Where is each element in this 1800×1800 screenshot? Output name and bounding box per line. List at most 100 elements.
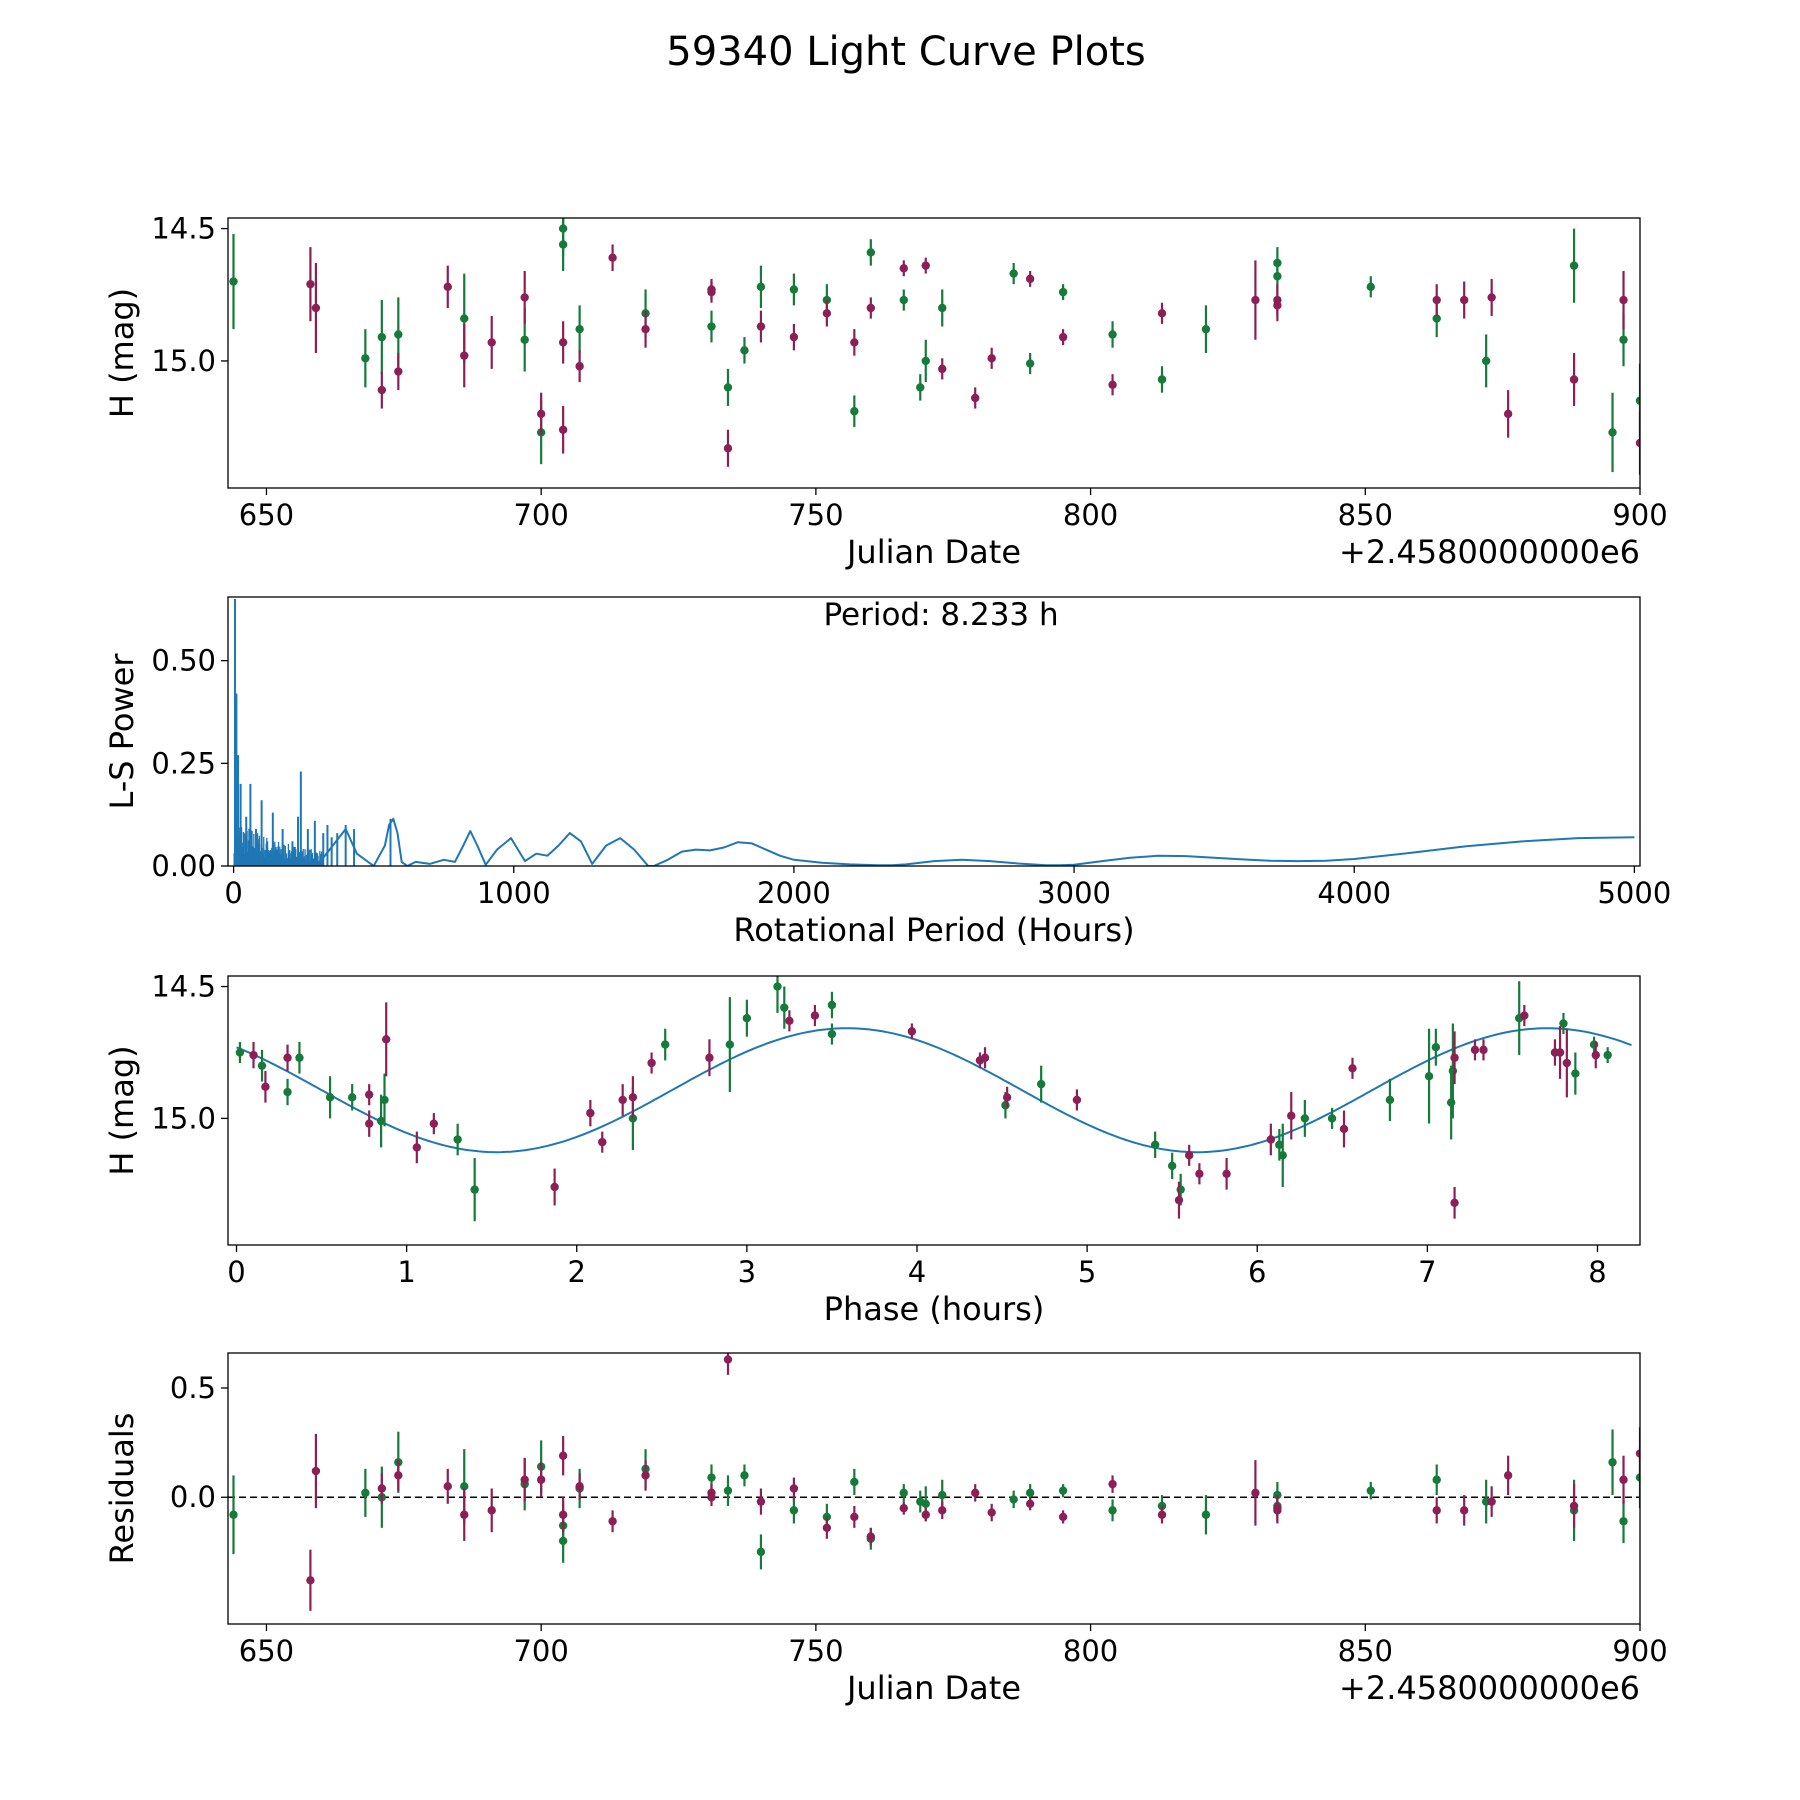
data-point [229,1475,238,1555]
series-green [235,976,1612,1222]
data-point [380,1073,389,1127]
data-point [365,1110,374,1137]
marker [987,354,996,363]
data-point [1591,1041,1600,1069]
marker [1555,1048,1565,1057]
data-point [1287,1092,1296,1140]
data-point [536,1462,546,1498]
data-point [1569,353,1579,406]
marker [789,332,799,342]
data-point [866,297,876,319]
x-axis-label: Julian Date [845,533,1021,571]
residuals-panel: 650 700 750 800 850 900 0.5 0.0 Julian Date Resid… [103,1352,1668,1707]
y-axis-label: Residuals [103,1413,141,1565]
marker [380,1095,389,1105]
marker [1184,1151,1194,1160]
marker [487,338,496,347]
marker [850,1512,859,1522]
data-point [1562,1028,1572,1098]
data-point [311,263,321,353]
y-tick-label: 0.50 [151,644,216,678]
marker [907,1027,917,1036]
data-point [377,1473,387,1504]
data-point [785,1010,794,1032]
data-point [1555,1026,1565,1079]
y-tick-label: 0.0 [170,1480,216,1514]
data-point [827,1023,837,1045]
marker [1222,1169,1231,1178]
data-point [1195,1163,1204,1185]
marker [1635,1449,1640,1458]
data-point [1635,411,1640,475]
marker [1619,335,1628,344]
x-tick-label: 4000 [1317,876,1391,910]
series-green [229,1429,1640,1570]
series-magenta [249,1002,1600,1219]
data-point [742,999,752,1037]
period-annotation: Period: 8.233 h [823,597,1058,633]
data-point [707,310,716,343]
marker [921,356,930,366]
data-point [938,289,947,327]
data-point [558,321,568,364]
marker [1058,1486,1068,1495]
data-point [1487,278,1496,316]
marker [707,322,716,331]
data-point [229,233,238,330]
data-point [907,1023,917,1040]
data-point [916,374,925,401]
data-point [1072,1089,1082,1111]
data-point [866,239,876,266]
data-point [866,1527,876,1546]
data-point [987,347,996,369]
marker [723,1355,733,1364]
marker [1432,295,1441,305]
x-tick-label: 0 [224,876,242,910]
marker [1571,1069,1580,1078]
marker [1432,314,1441,323]
marker [235,1048,245,1057]
marker [1481,356,1491,366]
x-tick-label: 5 [1078,1255,1096,1289]
data-point [377,300,387,375]
data-point [661,1028,670,1061]
data-point [822,1516,832,1539]
data-point [921,1508,930,1522]
marker [850,1477,859,1487]
data-point [460,323,469,388]
marker [1025,1488,1035,1498]
marker [429,1119,439,1128]
marker [1459,295,1469,305]
data-point [938,358,947,380]
marker [453,1135,462,1144]
marker [325,1093,335,1102]
data-point [1432,1497,1441,1524]
x-tick-label: 850 [1338,498,1393,532]
x-offset-label: +2.4580000000e6 [1339,533,1640,571]
marker [756,282,766,292]
data-point [365,1084,374,1106]
x-tick-label: 1000 [477,876,551,910]
marker [520,293,529,302]
data-point [1266,1123,1276,1156]
data-point [827,991,837,1019]
y-axis-label: H (mag) [103,1045,141,1175]
data-point [1569,228,1579,303]
marker [789,285,799,294]
marker [394,330,403,339]
x-tick-label: 5000 [1597,876,1671,910]
marker [283,1087,292,1097]
data-point [1635,363,1640,438]
marker [1174,1195,1184,1205]
data-point [1503,1455,1513,1496]
data-point [756,1534,766,1570]
data-point [1348,1057,1357,1079]
y-axis-label: L-S Power [103,653,141,810]
x-tick-label: 800 [1063,498,1118,532]
marker [938,1490,947,1500]
marker [1432,1506,1441,1515]
marker [866,1532,876,1541]
data-point [1619,1455,1628,1504]
marker [1635,438,1640,448]
marker [916,383,925,392]
